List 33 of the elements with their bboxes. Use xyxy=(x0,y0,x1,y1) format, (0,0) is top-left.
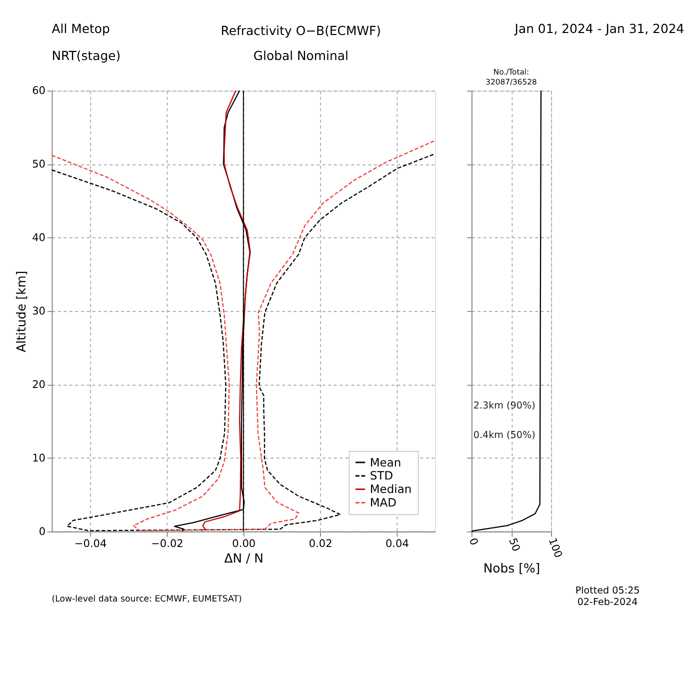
x-tick-label: 0.02 xyxy=(308,538,332,550)
legend-label: Median xyxy=(370,482,412,496)
y-tick-label: 60 xyxy=(32,84,46,97)
legend-label: STD xyxy=(370,468,394,483)
text: Jan 01, 2024 - Jan 31, 2024 xyxy=(514,21,684,36)
chart-title: Refractivity O−B(ECMWF) xyxy=(220,23,381,38)
annotation: 0.4km (50%) xyxy=(473,430,536,441)
chart-subtitle: Global Nominal xyxy=(253,48,348,63)
y-tick-label: 0 xyxy=(38,526,46,538)
x-tick-label: 50 xyxy=(506,536,522,554)
x-tick-label: −0.02 xyxy=(151,538,184,550)
x-tick-label: 0.04 xyxy=(385,538,410,550)
y-tick-label: 40 xyxy=(32,232,46,244)
y-tick-label: 50 xyxy=(32,158,46,170)
x-axis-title: ΔN / N xyxy=(224,550,264,566)
text: Plotted 05:25 02-Feb-2024 xyxy=(575,586,640,608)
annotation: 2.3km (90%) xyxy=(473,400,536,412)
y-tick-label: 10 xyxy=(32,452,46,464)
chart-title: No./Total: 32087/36528 xyxy=(486,68,538,86)
x-tick-label: 100 xyxy=(546,536,564,560)
legend-label: Mean xyxy=(370,455,402,470)
x-tick-label: 0.00 xyxy=(232,538,256,550)
text: NRT(stage) xyxy=(52,48,121,63)
y-tick-label: 20 xyxy=(32,378,46,391)
y-axis-title: Altitude [km] xyxy=(13,270,28,352)
x-axis-title: Nobs [%] xyxy=(483,560,540,576)
line-series xyxy=(200,90,251,532)
x-tick-label: −0.04 xyxy=(74,538,107,550)
text: All Metop xyxy=(52,21,110,36)
legend-label: MAD xyxy=(370,496,397,510)
x-tick-label: 0 xyxy=(466,536,480,547)
y-tick-label: 30 xyxy=(32,305,46,318)
text: (Low-level data source: ECMWF, EUMETSAT) xyxy=(52,594,242,604)
